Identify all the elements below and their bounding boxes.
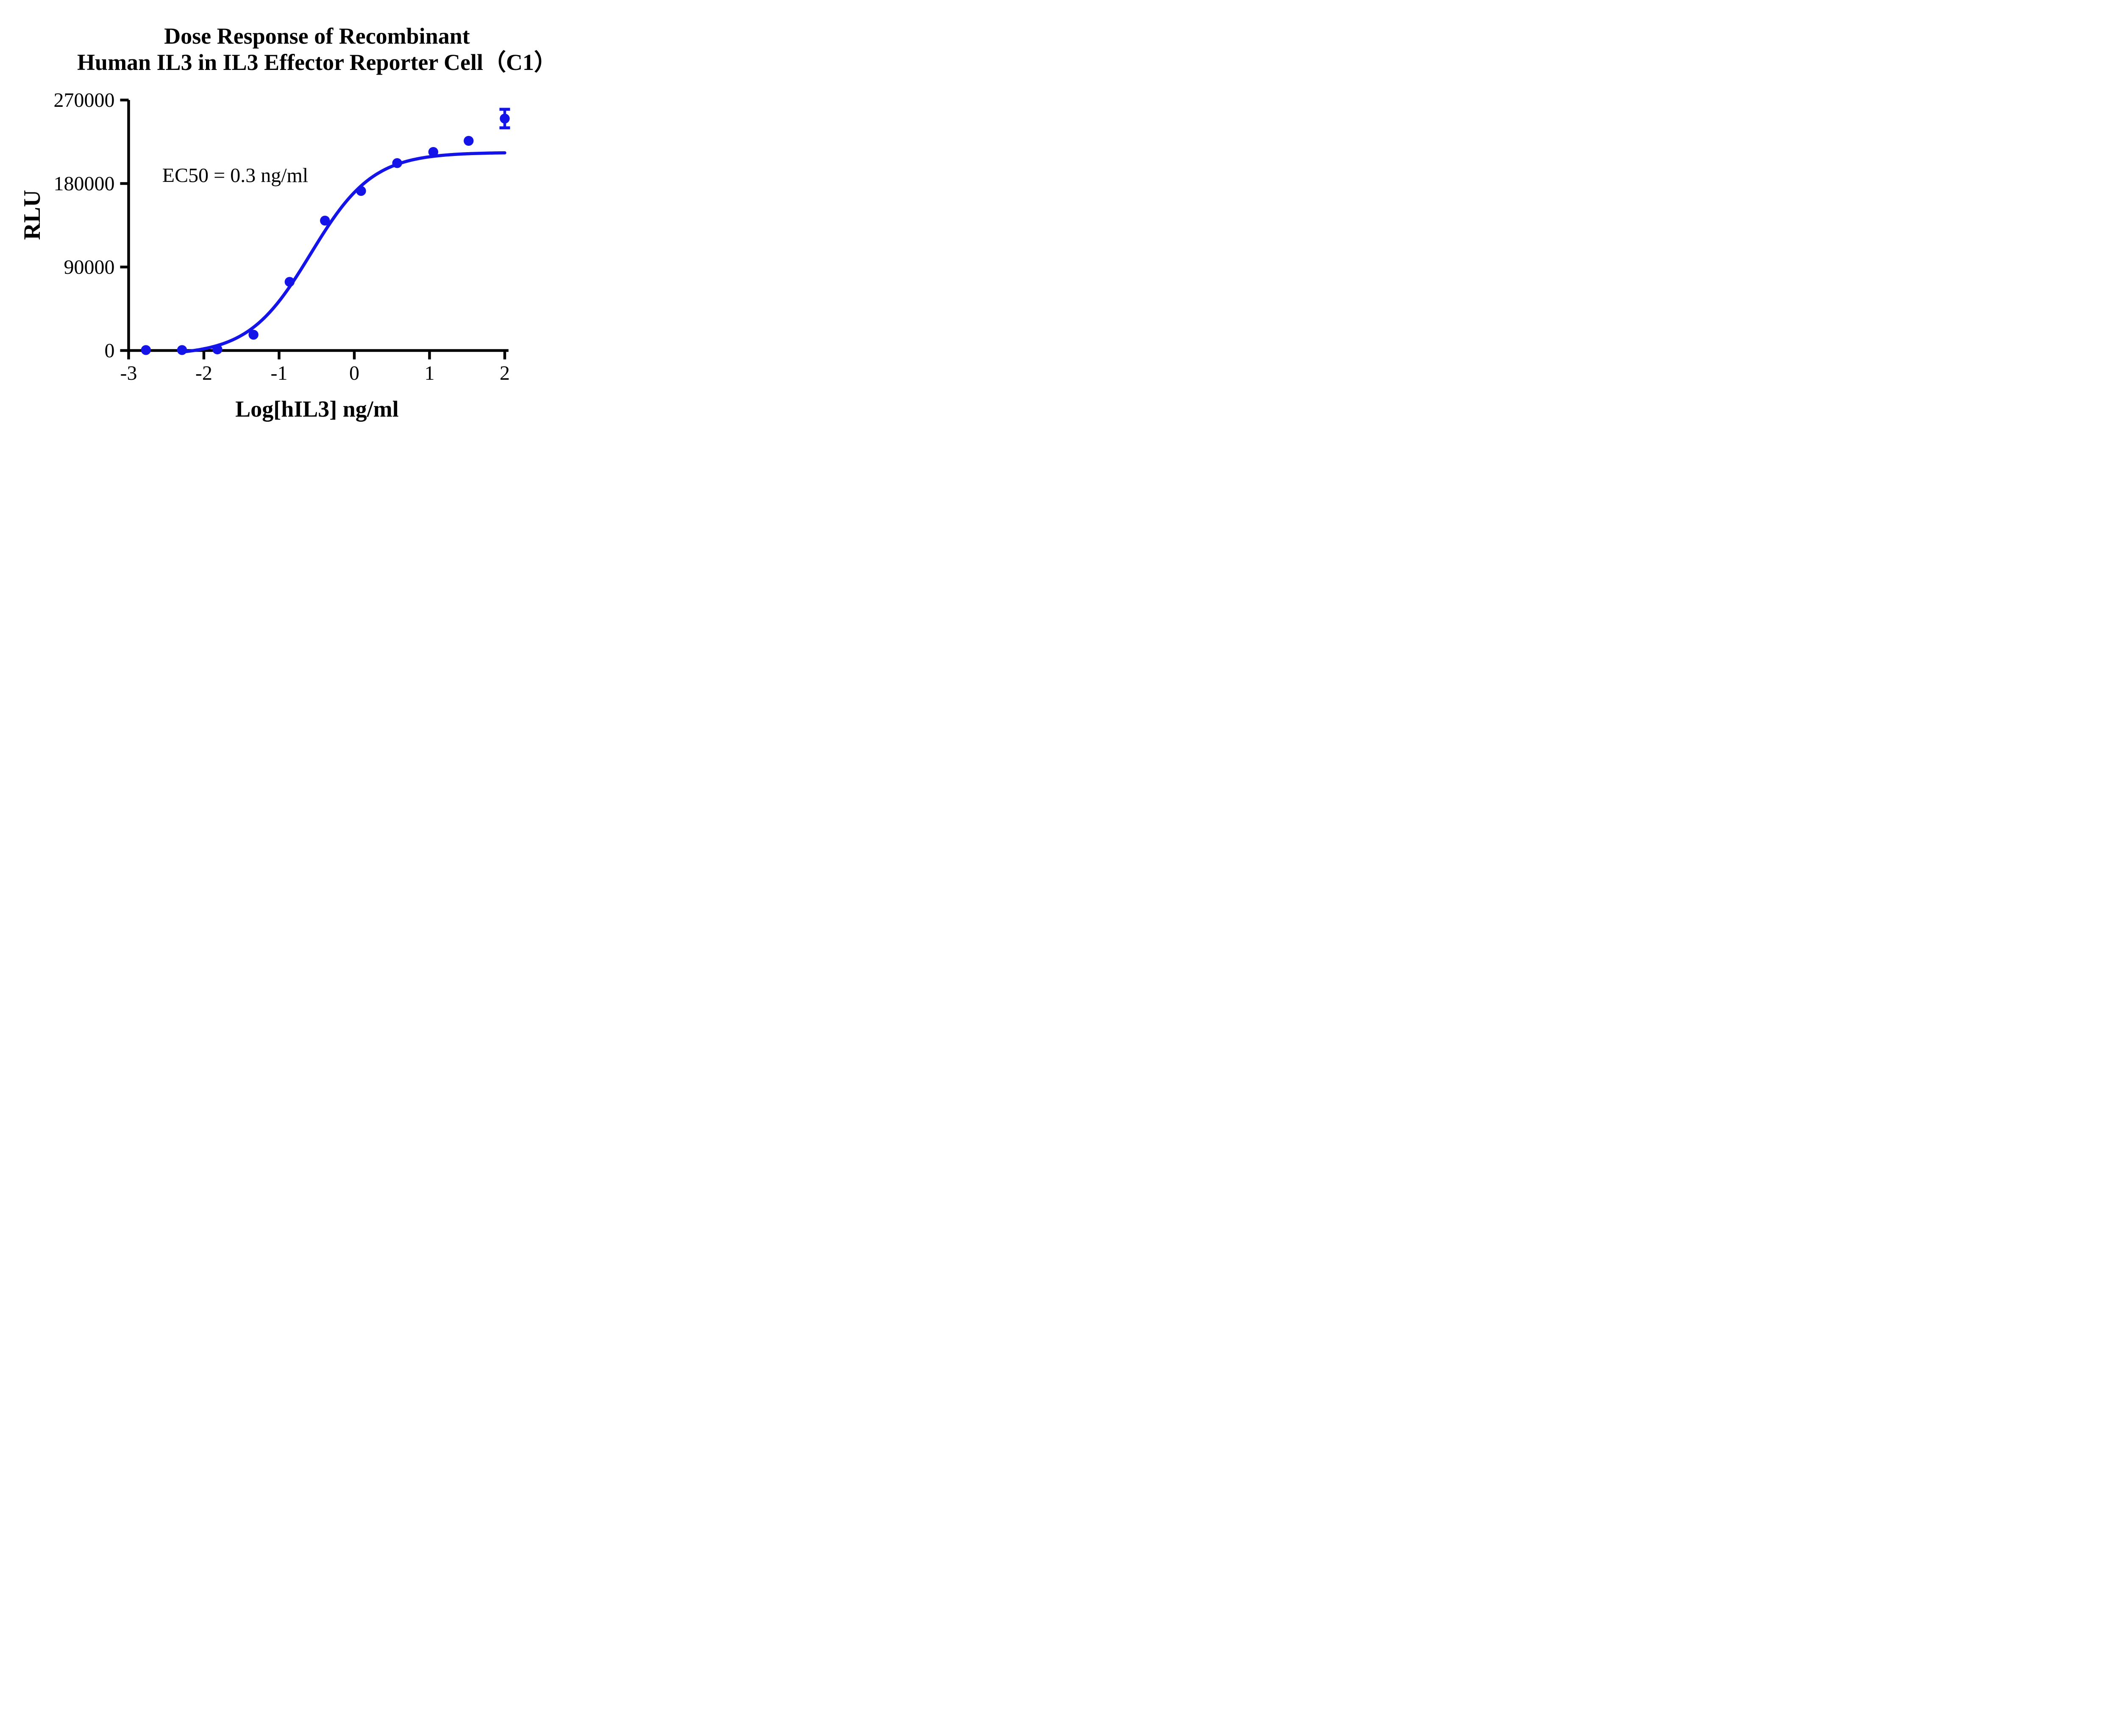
y-tick-label: 180000 [54,172,115,195]
x-tick-label: -1 [271,362,288,384]
data-point [212,344,222,355]
data-point [320,215,330,226]
data-point [356,186,366,196]
y-tick-label: 90000 [64,256,115,278]
x-tick-label: 1 [425,362,435,384]
data-point [464,136,474,146]
chart-title: Dose Response of Recombinant Human IL3 i… [55,23,579,75]
y-tick-label: 0 [105,339,115,362]
data-point [177,345,187,355]
chart-title-line1: Dose Response of Recombinant [164,23,470,49]
dose-response-figure: 0 90000 180000 270000 -3 -2 -1 0 1 2 Dose Respons… [0,0,579,434]
x-axis-title: Log[hIL3] ng/ml [235,396,399,422]
x-tick-label: -2 [195,362,212,384]
chart-title-line2: Human IL3 in IL3 Effector Reporter Cell（… [77,50,557,75]
y-axis-title: RLU [19,189,45,240]
data-point [141,345,151,355]
data-point [428,147,439,157]
data-point [392,158,402,168]
data-point [248,330,259,340]
x-tick-label: -3 [120,362,137,384]
ec50-annotation: EC50 = 0.3 ng/ml [162,164,309,187]
y-tick-label: 270000 [54,89,115,111]
plot-area: 0 90000 180000 270000 -3 -2 -1 0 1 2 [54,89,510,384]
fit-curve [180,151,506,354]
data-point [284,277,295,287]
x-tick-label: 0 [349,362,359,384]
data-point [500,114,510,124]
x-tick-label: 2 [500,362,510,384]
